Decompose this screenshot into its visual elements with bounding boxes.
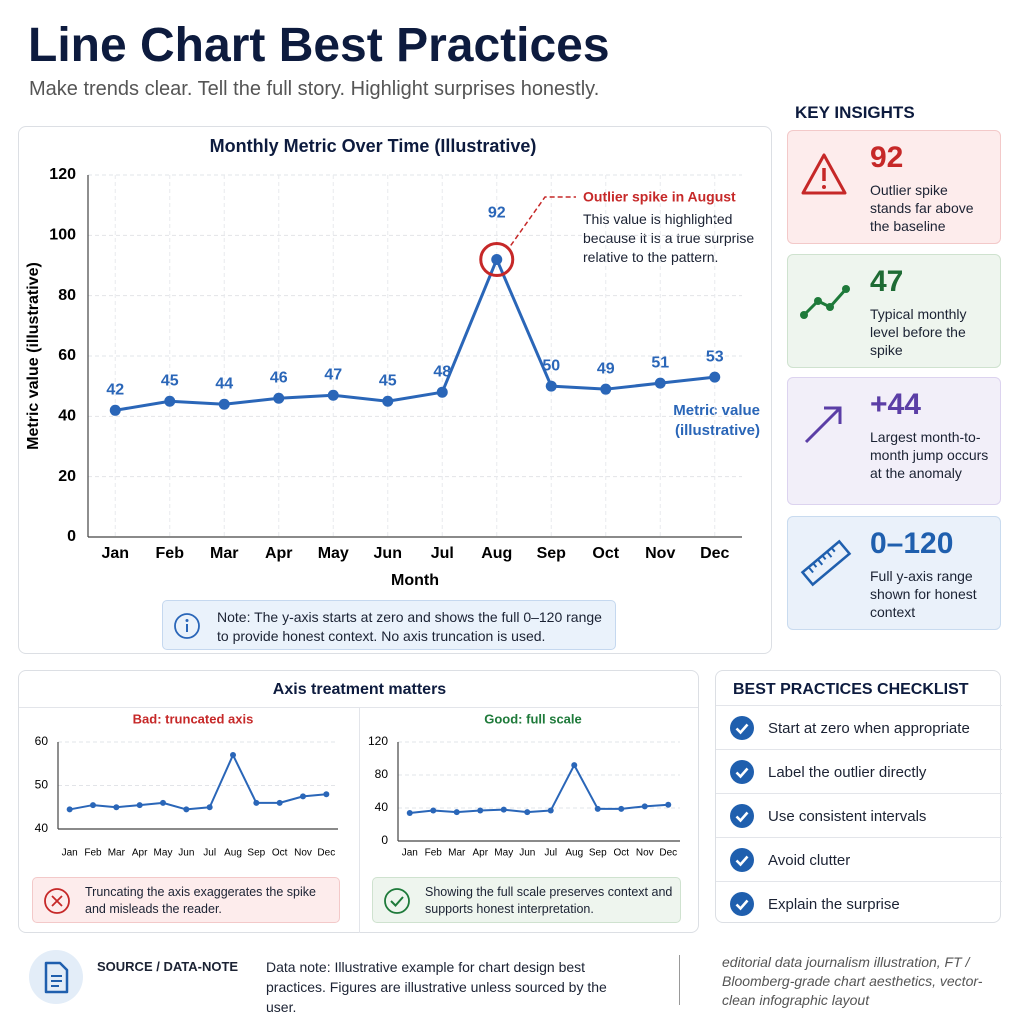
check-icon (730, 804, 754, 828)
checklist-text: Avoid clutter (768, 852, 851, 869)
annotation-text: This value is highlighted because it is … (583, 211, 755, 265)
checklist-panel: BEST PRACTICES CHECKLIST Start at zero w… (715, 670, 1002, 926)
check-icon (384, 888, 410, 914)
cross-icon (44, 888, 70, 914)
insight-text: Outlier spike stands far above the basel… (870, 182, 974, 234)
footer-style: editorial data journalism illustration, … (722, 954, 983, 1008)
comparison-title: Axis treatment matters (272, 681, 447, 698)
insight-card: 47 Typical monthly level before the spik… (787, 254, 1001, 368)
checklist-text: Use consistent intervals (768, 808, 927, 825)
check-icon (730, 848, 754, 872)
caption-text: Truncating the axis exaggerates the spik… (85, 885, 316, 916)
insight-card: 92 Outlier spike stands far above the ba… (787, 130, 1001, 244)
insight-value: +44 (870, 388, 921, 421)
checklist-text: Start at zero when appropriate (768, 720, 970, 737)
checklist-text: Label the outlier directly (768, 764, 927, 781)
insight-card: 0–120 Full y-axis range shown for honest… (787, 516, 1001, 630)
series-label: Metric value (illustrative) (673, 402, 760, 439)
document-glyph (44, 961, 69, 994)
comparison-panel: Axis treatment matters Truncating the ax… (18, 670, 699, 933)
footer-note: Data note: Illustrative example for char… (266, 959, 607, 1015)
checklist-title: BEST PRACTICES CHECKLIST (733, 681, 969, 698)
checklist-item: Use consistent intervals (716, 793, 1002, 838)
caption-box: Showing the full scale preserves context… (372, 877, 681, 923)
divider (19, 707, 698, 708)
ruler-icon (800, 539, 852, 587)
page-subtitle: Make trends clear. Tell the full story. … (29, 78, 600, 100)
check-icon (730, 716, 754, 740)
insight-value: 0–120 (870, 527, 954, 560)
document-icon (29, 950, 83, 1004)
checklist-item: Explain the surprise (716, 881, 1002, 926)
check-icon (730, 892, 754, 916)
info-icon (174, 613, 200, 639)
insight-card: +44 Largest month-to-month jump occurs a… (787, 377, 1001, 505)
caption-box: Truncating the axis exaggerates the spik… (32, 877, 340, 923)
insight-text: Full y-axis range shown for honest conte… (870, 568, 977, 620)
page-title: Line Chart Best Practices (28, 19, 610, 72)
check-icon (730, 760, 754, 784)
checklist-item: Avoid clutter (716, 837, 1002, 882)
checklist-item: Label the outlier directly (716, 749, 1002, 794)
divider (679, 955, 680, 1005)
warning-icon (801, 153, 847, 195)
insights-title: KEY INSIGHTS (795, 103, 915, 122)
insight-text: Largest month-to-month jump occurs at th… (870, 429, 989, 481)
checklist-text: Explain the surprise (768, 896, 900, 913)
insight-value: 47 (870, 265, 904, 298)
note-box: Note: The y-axis starts at zero and show… (162, 600, 616, 650)
divider (359, 707, 360, 933)
checklist-item: Start at zero when appropriate (716, 705, 1002, 750)
insight-text: Typical monthly level before the spike (870, 306, 967, 358)
note-text: Note: The y-axis starts at zero and show… (217, 609, 602, 644)
trend-icon (800, 285, 850, 319)
main-panel (18, 126, 772, 654)
footer-label: SOURCE / DATA-NOTE (97, 959, 239, 974)
arrow-icon (804, 406, 842, 444)
caption-text: Showing the full scale preserves context… (425, 885, 673, 916)
insight-value: 92 (870, 141, 904, 174)
